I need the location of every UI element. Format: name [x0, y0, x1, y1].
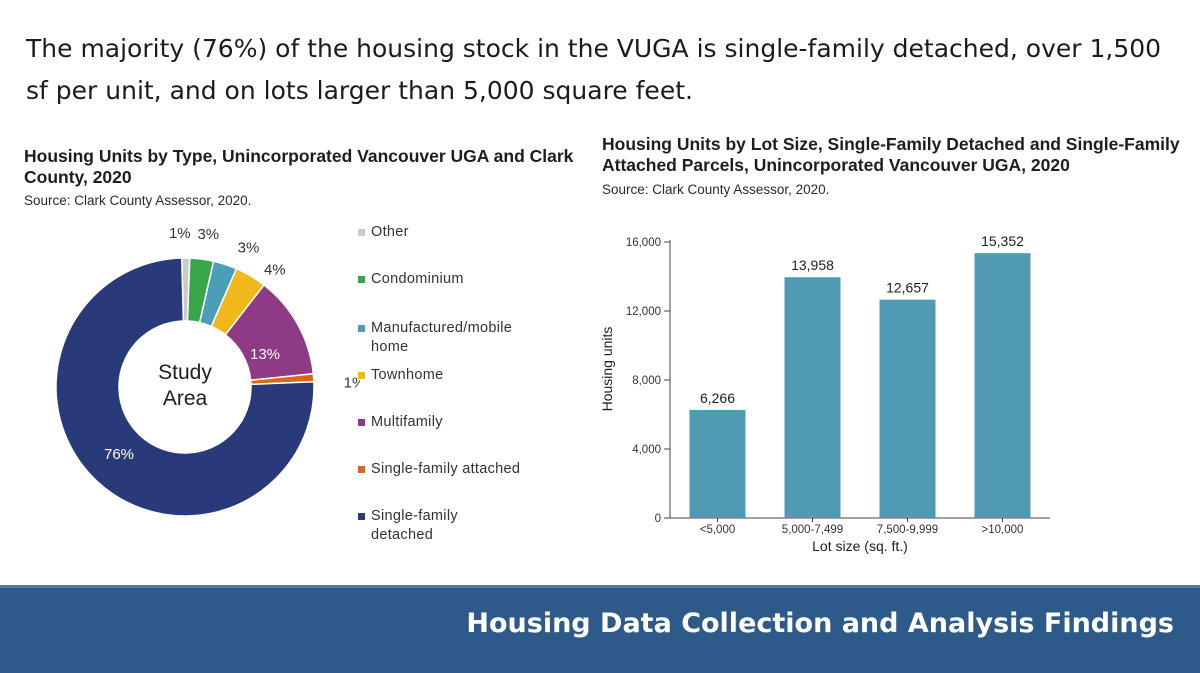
bar-y-tick-label: 0 [655, 513, 661, 525]
legend-swatch-manufactured [358, 325, 365, 332]
bar-y-tick-label: 4,000 [632, 444, 661, 456]
pie-chart-source: Source: Clark County Assessor, 2020. [24, 193, 252, 208]
bar-3 [974, 253, 1031, 518]
pie-slice-sf_detached [55, 257, 315, 517]
legend-item-other: Other [358, 223, 558, 242]
legend-swatch-sf_attached [358, 466, 365, 473]
bar-y-tick-label: 8,000 [632, 375, 661, 387]
pie-label-condominium: 3% [197, 226, 219, 243]
pie-chart-title: Housing Units by Type, Unincorporated Va… [24, 146, 574, 187]
pie-label-other: 1% [169, 225, 191, 242]
legend-item-townhome: Townhome [358, 366, 558, 385]
bar-0 [689, 409, 746, 518]
legend-item-manufactured: Manufactured/mobile home [358, 319, 558, 357]
legend-label-townhome: Townhome [371, 367, 444, 383]
bar-2 [879, 299, 936, 518]
legend-item-condominium: Condominium [358, 270, 558, 289]
legend-swatch-other [358, 229, 365, 236]
legend-label-multifamily: Multifamily [371, 414, 443, 430]
legend-swatch-sf_detached [358, 513, 365, 520]
bar-value-label: 12,657 [886, 280, 929, 296]
bar-value-label: 6,266 [700, 390, 735, 406]
bar-category-label: >10,000 [982, 524, 1024, 536]
pie-label-manufactured: 3% [238, 240, 260, 257]
bar-x-axis-label: Lot size (sq. ft.) [812, 538, 908, 554]
legend-swatch-townhome [358, 372, 365, 379]
pie-label-sf_attached: 1% [344, 374, 360, 391]
legend-item-multifamily: Multifamily [358, 413, 558, 432]
pie-label-sf_detached: 76% [104, 446, 134, 463]
pie-label-townhome: 4% [264, 262, 286, 279]
pie-label-multifamily: 13% [250, 346, 280, 363]
bar-category-label: <5,000 [700, 524, 736, 536]
legend-label-sf_detached: Single-family detached [371, 508, 458, 543]
legend-label-other: Other [371, 224, 409, 240]
legend-swatch-condominium [358, 276, 365, 283]
legend-label-condominium: Condominium [371, 271, 464, 287]
bar-chart: 0 4,000 8,000 12,000 16,000 6,266 <5,000 13,958… [599, 233, 1050, 554]
legend-label-manufactured: Manufactured/mobile home [371, 320, 513, 355]
pie-chart: 1%3%3%4%13%1%76% Study Area [55, 225, 360, 517]
bar-chart-source: Source: Clark County Assessor, 2020. [602, 182, 830, 197]
bar-category-label: 5,000-7,499 [782, 524, 843, 536]
legend-swatch-multifamily [358, 419, 365, 426]
legend-item-sf_detached: Single-family detached [358, 507, 558, 545]
bar-y-tick-label: 12,000 [626, 306, 661, 318]
legend-item-sf_attached: Single-family attached [358, 460, 558, 479]
bar-y-tick-label: 16,000 [626, 237, 661, 249]
bar-value-label: 13,958 [791, 257, 834, 273]
footer-banner: Housing Data Collection and Analysis Fin… [0, 585, 1200, 673]
bar-category-label: 7,500-9,999 [877, 524, 938, 536]
bar-y-axis-label: Housing units [599, 327, 615, 412]
bar-chart-title: Housing Units by Lot Size, Single-Family… [602, 134, 1180, 175]
pie-center-label-line1: Study [158, 361, 212, 384]
bar-value-label: 15,352 [981, 233, 1024, 249]
pie-center-label-line2: Area [163, 387, 208, 410]
bar-1 [784, 277, 841, 518]
footer-title: Housing Data Collection and Analysis Fin… [466, 608, 1174, 639]
legend-label-sf_attached: Single-family attached [371, 461, 521, 477]
headline: The majority (76%) of the housing stock … [26, 34, 1162, 105]
